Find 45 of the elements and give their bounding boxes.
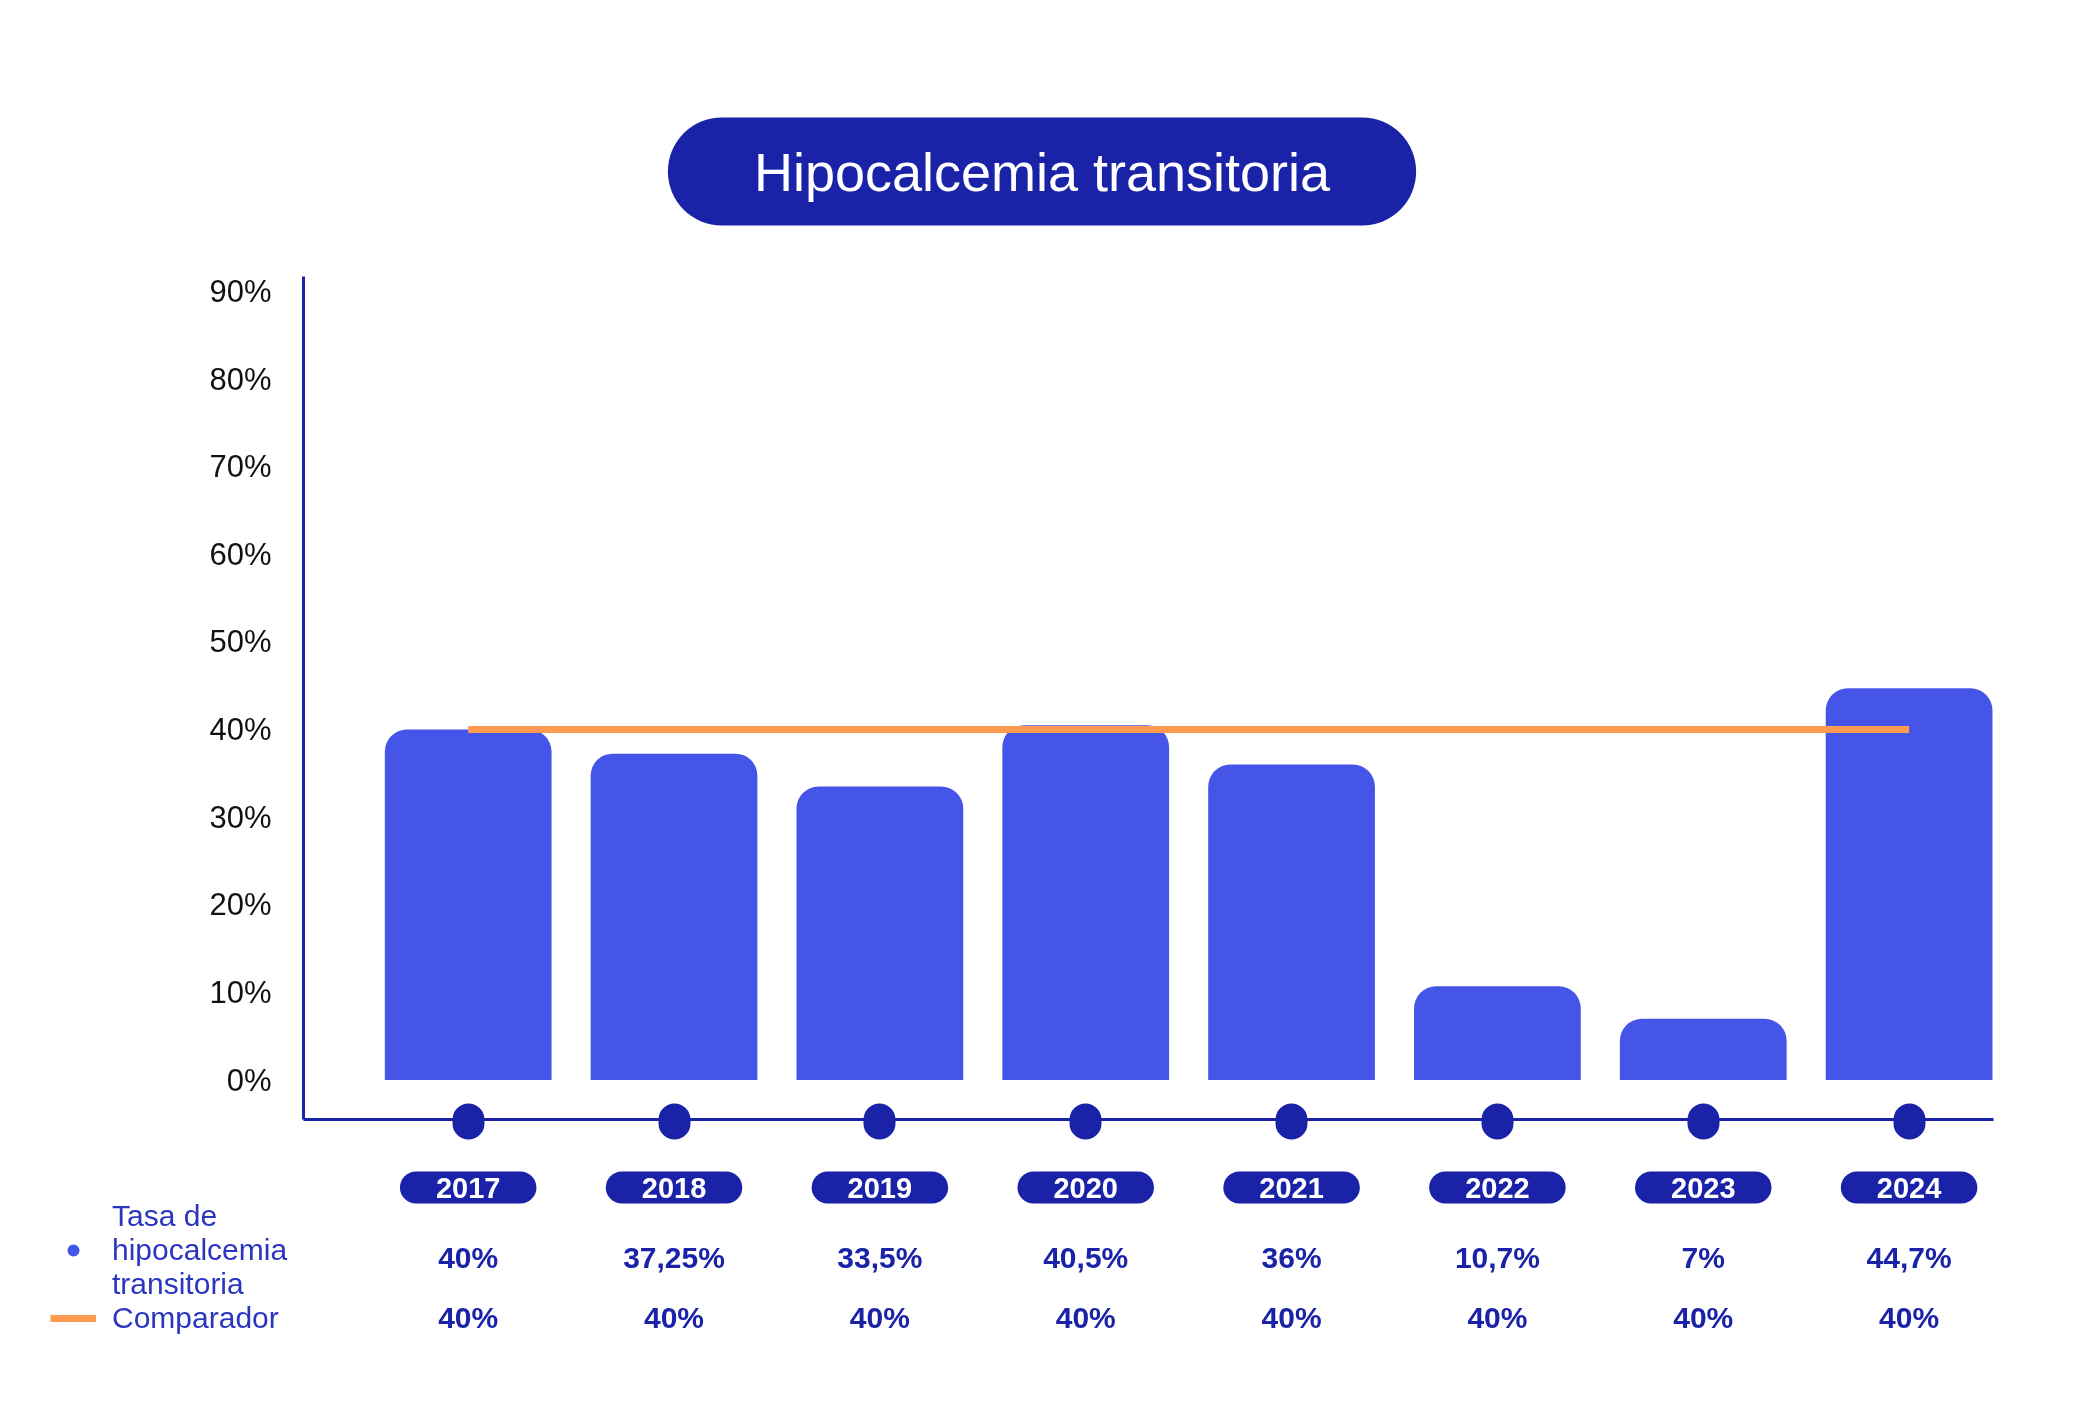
bar [1208, 764, 1375, 1081]
x-tick-label: 2022 [1465, 1171, 1530, 1204]
data-label: 40,5% [1043, 1241, 1129, 1274]
data-label: 40% [1467, 1301, 1528, 1334]
data-label: 40% [1261, 1301, 1322, 1334]
bar [590, 753, 758, 1081]
data-label: 40% [438, 1241, 499, 1274]
y-tick-label: 80% [209, 361, 272, 397]
y-tick-label: 30% [209, 799, 272, 835]
y-tick-label: 20% [209, 887, 272, 923]
legend-label: Comparador [112, 1301, 279, 1335]
bar [1619, 1018, 1787, 1081]
bar [1825, 688, 1993, 1081]
bar [384, 729, 552, 1081]
bar [796, 786, 964, 1081]
data-label: 40% [644, 1301, 705, 1334]
data-label: 40% [438, 1301, 499, 1334]
legend-label: Tasa de hipocalcemia transitoria [112, 1199, 288, 1301]
data-label: 40% [1879, 1301, 1940, 1334]
x-tick-label: 2018 [641, 1171, 707, 1204]
data-label: 40% [1055, 1301, 1116, 1334]
data-label: 44,7% [1866, 1241, 1952, 1274]
x-tick-label: 2023 [1671, 1171, 1736, 1204]
data-label: 37,25% [623, 1241, 725, 1274]
x-tick-label: 2017 [435, 1171, 501, 1204]
bar [1414, 986, 1581, 1081]
x-tick-label: 2020 [1053, 1171, 1118, 1204]
data-label: 7% [1681, 1241, 1725, 1274]
y-tick-label: 50% [209, 624, 272, 660]
y-tick-label: 0% [226, 1062, 272, 1098]
data-label: 33,5% [837, 1241, 923, 1274]
y-tick-label: 70% [209, 449, 272, 485]
data-label: 40% [849, 1301, 910, 1334]
data-label: 36% [1261, 1241, 1322, 1274]
data-label: 10,7% [1454, 1241, 1540, 1274]
chart-title: Hipocalcemia transitoria [753, 141, 1332, 202]
y-tick-label: 40% [209, 712, 272, 748]
data-label: 40% [1673, 1301, 1734, 1334]
x-tick-label: 2019 [847, 1171, 913, 1204]
y-tick-label: 60% [209, 536, 272, 572]
y-tick-label: 10% [209, 974, 272, 1010]
bar [1002, 725, 1170, 1081]
y-tick-label: 90% [209, 273, 272, 309]
x-tick-label: 2021 [1259, 1171, 1324, 1204]
x-tick-label: 2024 [1876, 1171, 1942, 1204]
